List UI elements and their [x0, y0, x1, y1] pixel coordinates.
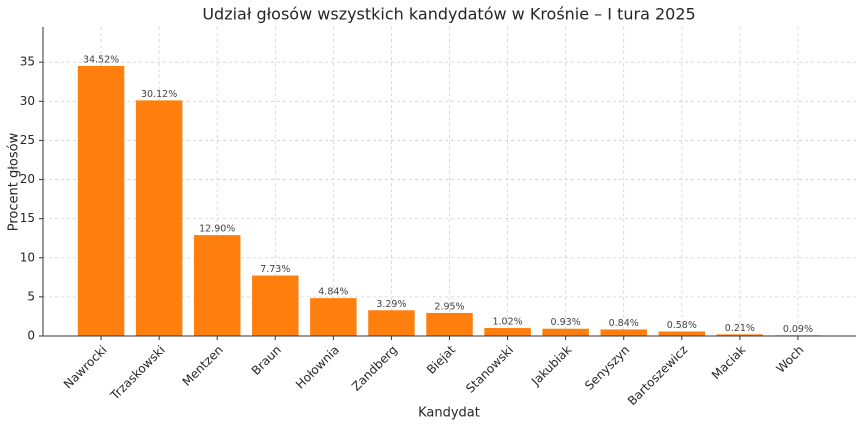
bar	[716, 334, 764, 336]
y-tick-label: 30	[20, 94, 35, 108]
x-tick-label: Jakubiak	[528, 343, 574, 389]
x-tick-label: Maciak	[709, 343, 749, 383]
value-label: 1.02%	[492, 317, 522, 328]
bar	[310, 298, 357, 336]
y-tick-label: 35	[20, 55, 35, 69]
y-axis-label: Procent głosów	[7, 132, 22, 231]
x-tick-label: Braun	[249, 343, 284, 378]
bar	[135, 100, 183, 337]
value-label: 2.95%	[434, 301, 464, 312]
bar	[600, 329, 647, 336]
value-label: 0.93%	[551, 317, 581, 328]
x-tick-label: Trzaskowski	[107, 343, 168, 404]
y-tick-label: 0	[27, 329, 35, 343]
value-label: 30.12%	[141, 89, 177, 100]
bar	[368, 310, 415, 336]
y-tick-label: 25	[20, 133, 35, 147]
x-tick-label: Biejat	[424, 342, 458, 376]
value-label: 4.84%	[318, 287, 348, 298]
value-label: 3.29%	[376, 299, 406, 310]
x-tick-label: Nawrocki	[61, 343, 110, 392]
value-label: 0.21%	[725, 323, 755, 334]
x-tick-label: Zandberg	[349, 343, 400, 394]
value-label: 12.90%	[199, 224, 235, 235]
bar	[193, 235, 241, 336]
value-label: 34.52%	[83, 54, 119, 65]
bar	[542, 328, 589, 336]
value-label: 0.84%	[609, 318, 639, 329]
x-axis-label: Kandydat	[418, 406, 480, 421]
bar	[658, 331, 706, 336]
chart-title: Udział głosów wszystkich kandydatów w Kr…	[202, 5, 695, 24]
x-tick-label: Mentzen	[180, 343, 226, 389]
x-tick-label: Woch	[773, 343, 806, 376]
value-label: 0.58%	[667, 320, 697, 331]
bar	[426, 312, 473, 336]
value-label: 0.09%	[783, 324, 813, 335]
bar	[484, 328, 531, 336]
x-tick-label: Hołownia	[293, 343, 342, 392]
y-tick-label: 5	[27, 289, 35, 303]
bar	[77, 65, 125, 337]
x-tick-label: Bartoszewicz	[625, 343, 690, 408]
x-tick-label: Stanowski	[463, 343, 516, 396]
y-tick-label: 10	[20, 250, 35, 264]
x-tick-label: Senyszyn	[582, 343, 632, 393]
value-label: 7.73%	[260, 264, 290, 275]
y-tick-label: 20	[20, 172, 35, 186]
bar	[252, 275, 299, 336]
y-tick-label: 15	[20, 211, 35, 225]
